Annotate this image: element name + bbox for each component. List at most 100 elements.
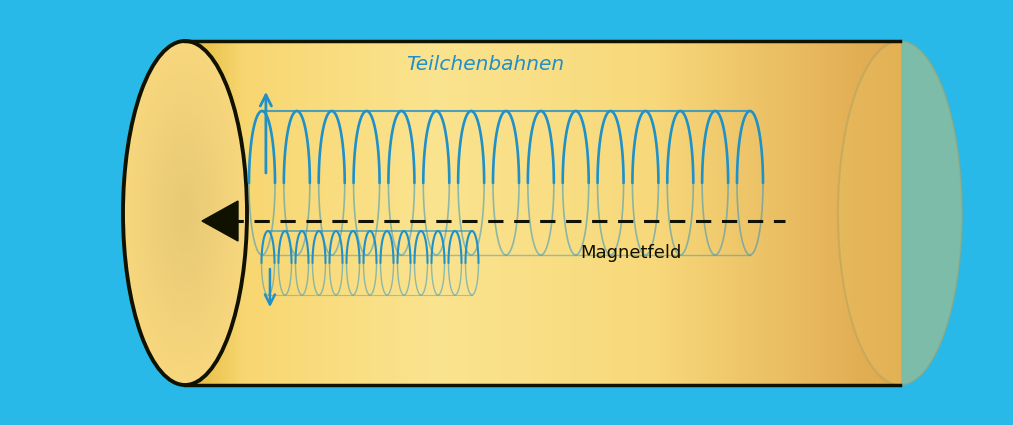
Ellipse shape <box>123 41 247 385</box>
Bar <box>753 41 755 385</box>
Bar <box>800 41 802 385</box>
Bar <box>609 41 612 385</box>
Bar <box>404 41 406 385</box>
Bar <box>614 41 616 385</box>
Bar <box>819 41 822 385</box>
Bar <box>480 41 483 385</box>
Bar <box>552 41 554 385</box>
Bar <box>802 41 804 385</box>
Bar <box>624 41 626 385</box>
Ellipse shape <box>173 180 197 246</box>
Ellipse shape <box>124 43 246 383</box>
Bar <box>223 41 226 385</box>
Bar <box>226 41 228 385</box>
Bar <box>693 41 695 385</box>
Bar <box>383 41 385 385</box>
Bar <box>690 41 693 385</box>
Ellipse shape <box>139 84 232 343</box>
Bar <box>316 41 318 385</box>
Ellipse shape <box>143 95 228 331</box>
Bar <box>700 41 702 385</box>
Ellipse shape <box>149 113 221 313</box>
Ellipse shape <box>133 68 237 358</box>
Ellipse shape <box>177 192 192 234</box>
Bar <box>733 41 735 385</box>
Ellipse shape <box>171 175 199 252</box>
Bar <box>487 41 490 385</box>
Bar <box>540 41 543 385</box>
Bar <box>535 41 538 385</box>
Bar <box>588 41 591 385</box>
Bar <box>605 41 607 385</box>
Bar <box>702 41 705 385</box>
Ellipse shape <box>129 57 241 369</box>
Bar <box>533 41 535 385</box>
Bar <box>681 41 683 385</box>
Bar <box>550 41 552 385</box>
Ellipse shape <box>151 119 219 308</box>
Bar <box>352 41 355 385</box>
Bar <box>633 41 635 385</box>
Ellipse shape <box>166 161 204 265</box>
Ellipse shape <box>135 74 235 352</box>
Bar <box>276 41 278 385</box>
Bar <box>656 41 659 385</box>
Bar <box>571 41 573 385</box>
Bar <box>676 41 679 385</box>
Bar <box>807 41 809 385</box>
Bar <box>564 41 566 385</box>
Ellipse shape <box>174 182 197 244</box>
Bar <box>737 41 741 385</box>
Bar <box>712 41 714 385</box>
Bar <box>349 41 352 385</box>
Ellipse shape <box>139 85 231 340</box>
Bar <box>790 41 793 385</box>
Bar <box>517 41 519 385</box>
Ellipse shape <box>142 93 228 333</box>
Bar <box>566 41 568 385</box>
Ellipse shape <box>158 138 212 288</box>
Bar <box>781 41 783 385</box>
Bar <box>416 41 418 385</box>
Bar <box>252 41 254 385</box>
Bar <box>373 41 376 385</box>
Bar <box>568 41 571 385</box>
Bar <box>593 41 595 385</box>
Bar <box>381 41 383 385</box>
Ellipse shape <box>163 151 208 275</box>
Bar <box>263 41 266 385</box>
Bar <box>827 41 829 385</box>
Ellipse shape <box>155 130 215 296</box>
Ellipse shape <box>164 155 206 271</box>
Bar <box>440 41 443 385</box>
Ellipse shape <box>132 66 238 360</box>
Bar <box>621 41 624 385</box>
Bar <box>261 41 263 385</box>
Bar <box>559 41 561 385</box>
Bar <box>411 41 413 385</box>
Bar <box>228 41 230 385</box>
Ellipse shape <box>150 116 220 309</box>
Ellipse shape <box>130 58 241 368</box>
Bar <box>843 41 845 385</box>
Ellipse shape <box>145 103 225 323</box>
Ellipse shape <box>172 178 198 248</box>
Bar <box>266 41 268 385</box>
Bar <box>697 41 700 385</box>
Bar <box>290 41 292 385</box>
Bar <box>707 41 709 385</box>
Bar <box>406 41 409 385</box>
Bar <box>413 41 416 385</box>
Bar <box>502 41 504 385</box>
Bar <box>483 41 485 385</box>
Bar <box>445 41 447 385</box>
Bar <box>304 41 307 385</box>
Bar <box>888 41 890 385</box>
Ellipse shape <box>138 82 232 344</box>
Bar <box>635 41 638 385</box>
Bar <box>714 41 716 385</box>
Bar <box>302 41 304 385</box>
Bar <box>730 41 733 385</box>
Bar <box>476 41 478 385</box>
Bar <box>494 41 497 385</box>
